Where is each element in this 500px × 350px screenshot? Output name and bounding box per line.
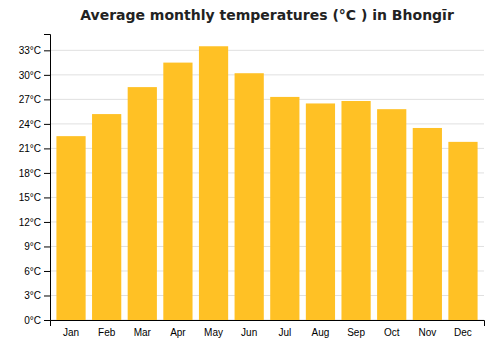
grid-line: [50, 74, 484, 75]
chart-container: 0°C 3°C 6°C 9°C 12°C 15°C 18°C 21°C 24°C 27°C 30°C…: [0, 0, 500, 350]
bar: [377, 109, 406, 320]
y-tick-mark: [44, 295, 50, 296]
x-tick-label: Nov: [418, 327, 436, 338]
y-tick: 33°C: [19, 45, 50, 56]
bar: [448, 142, 477, 320]
x-tick: Sep: [347, 327, 365, 338]
y-tick: 6°C: [24, 266, 50, 277]
x-axis: Jan Feb Mar Apr May Jun Jul Aug Sep Oct Nov Dec: [51, 321, 485, 339]
x-tick-label: Jan: [63, 327, 79, 338]
y-tick-mark: [44, 99, 50, 100]
grid-line: [50, 99, 484, 100]
bar: [413, 128, 442, 320]
x-tick-label: Dec: [454, 327, 472, 338]
y-tick: 30°C: [19, 70, 50, 81]
y-tick: 12°C: [19, 217, 50, 228]
x-tick: Jun: [241, 327, 257, 338]
y-tick-label: 24°C: [19, 119, 41, 130]
x-tick-label: Oct: [384, 327, 400, 338]
bar: [306, 103, 335, 320]
x-tick: Jul: [278, 327, 291, 338]
x-tick: Apr: [170, 327, 186, 338]
y-tick-label: 3°C: [24, 290, 41, 301]
x-tick-label: Jun: [241, 327, 257, 338]
x-tick-label: May: [204, 327, 223, 338]
y-tick: 21°C: [19, 143, 50, 154]
y-tick: 24°C: [19, 119, 50, 130]
y-tick-mark: [44, 75, 50, 76]
y-axis: 0°C 3°C 6°C 9°C 12°C 15°C 18°C 21°C 24°C 27°C 30°C…: [19, 35, 51, 326]
bar: [128, 87, 157, 320]
bar: [92, 114, 121, 320]
y-tick: 18°C: [19, 168, 50, 179]
x-tick: Oct: [384, 327, 400, 338]
x-tick-label: Jul: [278, 327, 291, 338]
x-tick: Jan: [63, 327, 79, 338]
y-tick-label: 12°C: [19, 217, 41, 228]
x-tick: Mar: [134, 327, 152, 338]
y-tick-label: 27°C: [19, 94, 41, 105]
bar: [235, 73, 264, 320]
bar: [199, 46, 228, 320]
grid: [50, 50, 484, 320]
y-tick-mark: [44, 271, 50, 272]
x-tick: Aug: [312, 327, 330, 338]
y-tick-label: 9°C: [24, 241, 41, 252]
y-tick-label: 15°C: [19, 192, 41, 203]
x-tick-label: Aug: [312, 327, 330, 338]
y-tick: 0°C: [24, 315, 50, 326]
plot-area: 0°C 3°C 6°C 9°C 12°C 15°C 18°C 21°C 24°C 27°C 30°C…: [19, 35, 485, 339]
y-tick-label: 21°C: [19, 143, 41, 154]
bar: [341, 101, 370, 320]
bar: [56, 136, 85, 320]
x-tick: Nov: [418, 327, 436, 338]
y-tick: 27°C: [19, 94, 50, 105]
y-tick-mark: [44, 197, 50, 198]
y-tick-label: 30°C: [19, 70, 41, 81]
x-axis-line: [51, 321, 485, 327]
y-tick-label: 6°C: [24, 266, 41, 277]
y-tick-mark: [44, 222, 50, 223]
x-tick: May: [204, 327, 223, 338]
x-tick-label: Mar: [134, 327, 152, 338]
x-tick: Feb: [98, 327, 116, 338]
x-tick-label: Apr: [170, 327, 186, 338]
chart-title: Average monthly temperatures (°C ) in Bh…: [80, 7, 454, 23]
y-tick: 3°C: [24, 290, 50, 301]
y-tick-mark: [44, 124, 50, 125]
grid-line: [50, 50, 484, 51]
y-tick-label: 18°C: [19, 168, 41, 179]
bar: [270, 97, 299, 320]
y-tick-mark: [44, 148, 50, 149]
y-tick-mark: [44, 50, 50, 51]
y-tick: 15°C: [19, 192, 50, 203]
y-tick-label: 0°C: [24, 315, 41, 326]
y-axis-line: [44, 35, 51, 321]
y-tick: 9°C: [24, 241, 50, 252]
chart-svg: 0°C 3°C 6°C 9°C 12°C 15°C 18°C 21°C 24°C 27°C 30°C…: [0, 0, 500, 350]
x-tick-label: Feb: [98, 327, 116, 338]
y-tick-mark: [44, 246, 50, 247]
y-tick-mark: [44, 173, 50, 174]
bars: [56, 46, 477, 320]
y-tick-label: 33°C: [19, 45, 41, 56]
x-tick-label: Sep: [347, 327, 365, 338]
x-tick: Dec: [454, 327, 472, 338]
y-tick-mark: [44, 320, 50, 321]
bar: [163, 63, 192, 320]
